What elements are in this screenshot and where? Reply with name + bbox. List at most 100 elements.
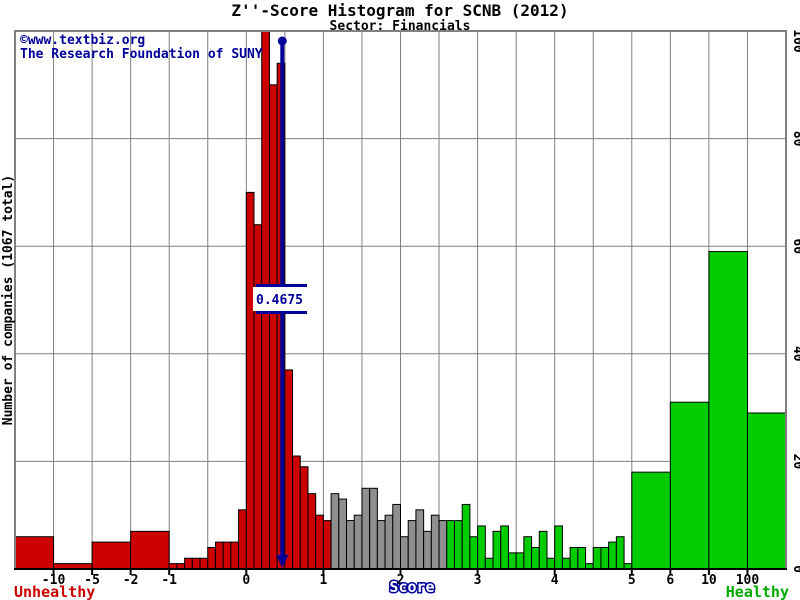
histogram-bar <box>446 520 455 570</box>
histogram-bar <box>14 536 55 570</box>
score-marker: 0.4675 <box>253 36 307 568</box>
x-tick-label: -5 <box>84 573 100 588</box>
x-tick-label: -1 <box>161 573 177 588</box>
y-axis-label: Number of companies (1067 total) <box>1 175 16 425</box>
histogram-bar <box>214 541 224 570</box>
histogram-bar <box>538 530 548 570</box>
histogram-bar <box>500 525 509 570</box>
x-tick-label: 0 <box>242 573 250 588</box>
x-tick-label: 1 <box>319 573 327 588</box>
histogram-bar <box>284 369 294 570</box>
histogram-bar <box>130 530 170 570</box>
histogram-bar <box>484 557 494 570</box>
x-tick-label: -2 <box>123 573 139 588</box>
histogram-bar <box>746 412 787 570</box>
x-tick-label: -10 <box>42 573 66 588</box>
histogram-bar <box>438 520 448 570</box>
histogram-bar <box>600 546 610 570</box>
histogram-bar <box>91 541 132 570</box>
histogram-bar <box>245 191 255 570</box>
histogram-bar <box>430 514 440 570</box>
x-tick-label: 6 <box>666 573 674 588</box>
histogram-bar <box>338 498 348 570</box>
histogram-bar <box>361 487 371 570</box>
histogram-bar <box>322 520 332 570</box>
histogram-bar <box>299 466 309 570</box>
histogram-bar <box>392 503 402 570</box>
y-tick-label: 100 <box>790 29 800 53</box>
histogram-bar <box>292 455 301 570</box>
histogram-bar <box>369 487 378 570</box>
histogram-bar <box>330 493 340 570</box>
histogram-bar <box>523 536 533 570</box>
histogram-bar <box>461 503 471 570</box>
y-tick-label: 20 <box>790 454 800 470</box>
histogram-bar <box>230 541 240 570</box>
x-tick-label: 4 <box>551 573 559 588</box>
histogram-bar <box>315 514 324 570</box>
y-tick-label: 80 <box>790 131 800 147</box>
histogram-bar <box>384 514 394 570</box>
histogram-bar <box>238 509 247 570</box>
chart-subtitle: Sector: Financials <box>330 19 471 34</box>
histogram-bar <box>531 546 540 570</box>
x-axis-label: Score <box>389 578 434 596</box>
marker-crossbar-top <box>256 284 307 287</box>
histogram-bar <box>469 536 479 570</box>
healthy-label: Healthy <box>726 583 789 600</box>
histogram-bar <box>669 401 710 570</box>
histogram-bar <box>307 493 317 570</box>
histogram-bar <box>407 520 417 570</box>
histogram-bar <box>199 557 209 570</box>
histogram-bar <box>400 536 409 570</box>
histogram-bar <box>631 471 671 570</box>
histogram-bar <box>376 520 386 570</box>
chart-title: Z''-Score Histogram for SCNB (2012) <box>231 1 568 20</box>
marker-top-dot <box>277 36 287 46</box>
marker-value-label: 0.4675 <box>256 293 303 308</box>
histogram-bar <box>184 557 193 570</box>
x-tick-label: 5 <box>628 573 636 588</box>
histogram-bar <box>507 552 517 570</box>
histogram-bar <box>561 557 571 570</box>
histogram-bar <box>615 536 625 570</box>
y-tick-labels: 0 20 40 60 80 100 <box>790 29 800 573</box>
histogram-bar <box>515 552 525 570</box>
marker-bottom-arrow <box>276 555 289 568</box>
y-tick-label: 0 <box>790 565 800 573</box>
x-tick-labels: -10 -5 -2 -1 0 1 2 3 4 5 6 10 100 <box>42 573 760 588</box>
histogram-bar <box>207 546 216 570</box>
histogram-bar <box>608 541 617 570</box>
histogram-bar <box>492 530 502 570</box>
unhealthy-label: Unhealthy <box>14 583 95 600</box>
histogram-bar <box>569 546 579 570</box>
histogram-bar <box>268 84 278 570</box>
watermark-org: The Research Foundation of SUNY <box>20 47 263 62</box>
marker-crossbar-bottom <box>256 311 307 314</box>
histogram-bar <box>477 525 486 570</box>
watermark-url: ©www.textbiz.org <box>20 33 145 48</box>
histogram-bar <box>253 224 263 570</box>
histogram-bar <box>546 557 556 570</box>
x-tick-label: 3 <box>474 573 482 588</box>
histogram-bar <box>222 541 232 570</box>
histogram-bar <box>453 520 463 570</box>
histogram-bar <box>415 509 425 570</box>
histogram-bar <box>708 251 748 570</box>
x-tick-label: 10 <box>701 573 717 588</box>
axis-ticks <box>52 569 749 575</box>
x-tick-label: 100 <box>736 573 760 588</box>
marker-value-box <box>253 287 306 311</box>
x-tick-label: 2 <box>397 573 405 588</box>
histogram-bar <box>346 520 355 570</box>
histogram-bar <box>577 546 587 570</box>
histogram-bar <box>554 525 563 570</box>
y-tick-label: 40 <box>790 346 800 362</box>
histogram-bar <box>592 546 602 570</box>
y-tick-label: 60 <box>790 238 800 254</box>
histogram-bar <box>191 557 201 570</box>
histogram-bar <box>423 530 432 570</box>
histogram-bar <box>353 514 363 570</box>
